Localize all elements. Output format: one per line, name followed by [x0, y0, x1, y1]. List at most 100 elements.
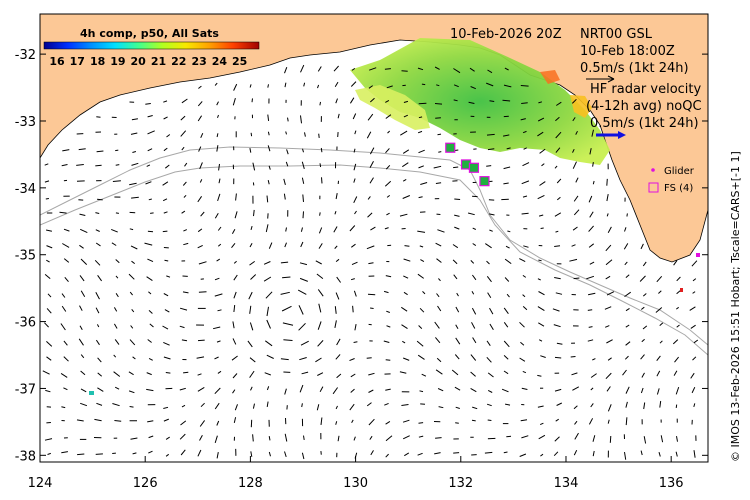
current-vector	[588, 310, 592, 311]
x-tick-label: 132	[448, 476, 473, 491]
current-vector	[353, 306, 354, 313]
current-vector	[504, 452, 508, 453]
current-vector	[198, 340, 205, 341]
current-vector	[116, 213, 119, 214]
current-vector	[251, 133, 252, 136]
current-vector	[422, 84, 425, 85]
current-vector	[485, 452, 492, 453]
current-vector	[454, 199, 460, 200]
current-vector	[288, 118, 289, 122]
small-sst-pixel	[680, 288, 683, 292]
current-vector	[322, 177, 323, 183]
current-vector	[283, 340, 292, 341]
current-vector	[95, 165, 101, 166]
colorbar-tick-label: 18	[90, 55, 105, 68]
x-tick-label: 124	[28, 476, 53, 491]
current-vector	[503, 100, 511, 101]
current-vector	[676, 405, 677, 408]
current-vector	[320, 212, 321, 215]
current-vector	[419, 103, 427, 104]
annotation-line-2: 10-Feb 18:00Z	[580, 44, 675, 59]
small-sst-pixel-2	[89, 391, 94, 395]
current-vector	[522, 213, 529, 214]
current-vector	[385, 69, 391, 70]
y-tick-label: -38	[15, 449, 36, 464]
fs-marker	[446, 143, 455, 152]
current-vector	[97, 199, 103, 200]
current-vector	[506, 436, 511, 437]
current-vector	[435, 104, 442, 105]
current-vector	[96, 454, 103, 455]
glider-position	[696, 253, 700, 257]
current-vector	[115, 150, 118, 151]
current-vector	[302, 403, 303, 407]
current-vector	[521, 103, 528, 104]
y-tick-label: -32	[15, 48, 36, 63]
fs-marker	[469, 163, 478, 172]
x-tick-label: 126	[133, 476, 158, 491]
current-vector	[571, 357, 576, 358]
current-vector	[199, 292, 207, 293]
current-vector	[455, 423, 459, 424]
current-vector	[253, 434, 254, 441]
current-vector	[145, 104, 151, 105]
current-vector	[252, 98, 253, 102]
current-vector	[254, 210, 255, 216]
current-vector	[453, 167, 458, 168]
current-vector	[320, 163, 321, 167]
annotation-line-5: (4-12h avg) noQC	[586, 99, 702, 114]
x-tick-label: 134	[554, 476, 579, 491]
fs-marker	[480, 177, 489, 186]
current-vector	[303, 211, 304, 218]
current-vector	[116, 165, 120, 166]
annotation-line-4: HF radar velocity	[590, 82, 702, 97]
date-label: 10-Feb-2026 20Z	[450, 27, 562, 42]
annotation-line-3: 0.5m/s (1kt 24h)	[580, 61, 689, 76]
colorbar-tick-label: 21	[151, 55, 166, 68]
x-tick-label: 130	[343, 476, 368, 491]
current-vector	[487, 134, 495, 135]
x-tick-label: 128	[238, 476, 263, 491]
fs-legend-label: FS (4)	[664, 183, 693, 194]
current-vector	[77, 454, 84, 455]
current-vector	[419, 423, 424, 424]
y-tick-label: -34	[15, 182, 36, 197]
current-vector	[435, 438, 442, 439]
current-vector	[150, 213, 154, 214]
current-vector	[304, 436, 305, 440]
current-vector	[319, 134, 320, 138]
current-vector	[405, 246, 410, 247]
current-vector	[367, 358, 372, 359]
y-tick-label: -36	[15, 316, 36, 331]
colorbar-tick-label: 16	[49, 55, 65, 68]
current-vector	[163, 231, 168, 232]
current-vector	[320, 102, 321, 105]
current-vector	[610, 436, 611, 443]
colorbar-tick-label: 22	[171, 55, 186, 68]
current-vector	[97, 151, 104, 152]
current-vector	[268, 84, 269, 87]
current-vector	[521, 86, 529, 87]
current-vector	[438, 134, 442, 135]
current-vector	[321, 148, 322, 152]
current-vector	[183, 372, 188, 373]
current-vector	[370, 308, 374, 309]
current-vector	[386, 360, 391, 361]
current-vector	[574, 278, 580, 279]
colorbar-tick-label: 17	[70, 55, 85, 68]
colorbar-tick-label: 24	[212, 55, 228, 68]
colorbar-tick-label: 25	[232, 55, 247, 68]
current-vector	[488, 420, 492, 421]
current-vector	[46, 199, 49, 200]
glider-legend-symbol	[651, 168, 655, 172]
current-vector	[166, 373, 171, 374]
current-vector	[626, 417, 627, 425]
current-vector	[541, 228, 544, 229]
glider-legend-label: Glider	[664, 166, 695, 177]
current-vector	[402, 71, 408, 72]
colorbar-tick-label: 19	[110, 55, 125, 68]
current-vector	[627, 213, 628, 216]
annotation-line-1: NRT00 GSL	[580, 27, 653, 42]
annotation-line-6: 0.5m/s (1kt 24h)	[590, 116, 699, 131]
